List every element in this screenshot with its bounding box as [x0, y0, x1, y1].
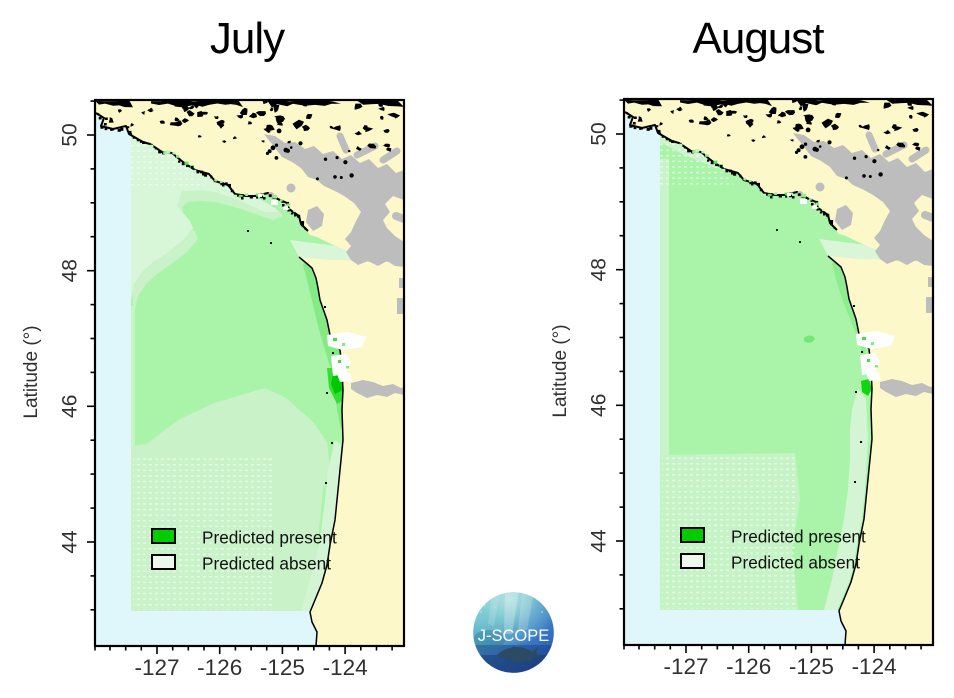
- svg-text:July: July: [210, 14, 285, 63]
- svg-text:August: August: [693, 14, 825, 63]
- svg-text:J-SCOPE: J-SCOPE: [478, 627, 550, 645]
